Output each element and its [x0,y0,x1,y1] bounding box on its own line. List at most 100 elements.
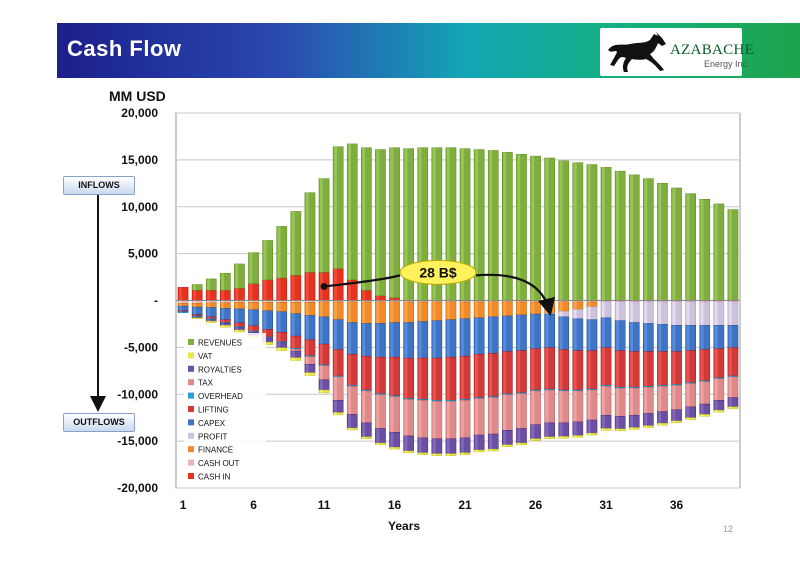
bar-highlight [277,332,281,342]
bar-highlight [475,300,478,302]
bar-revenues [304,192,316,273]
bar-highlight [305,364,309,373]
bar-highlight [235,330,239,332]
bar-highlight [291,211,295,276]
bar-highlight [207,302,211,308]
bar-vat [459,452,471,455]
bar-highlight [531,300,535,302]
legend-swatch [188,446,194,453]
bar-highlight [489,397,493,435]
bar-highlight [503,393,507,395]
bar-highlight [348,428,352,430]
bar-highlight [714,400,718,411]
bar-vat [530,438,541,441]
bar-revenues [262,240,273,281]
bar-vat [643,425,654,428]
bar-highlight [686,301,690,326]
x-tick-label: 36 [670,498,684,512]
bar-highlight [418,321,422,359]
bar-highlight [390,297,394,301]
bar-revenues [361,147,372,291]
bar-highlight [334,349,337,376]
legend-swatch [188,365,194,372]
bar-highlight [714,410,718,413]
bar-highlight [277,300,281,303]
bar-highlight [235,288,239,301]
bar-highlight [517,392,521,394]
bar-highlight [277,341,281,343]
bar-highlight [193,284,196,291]
bar-highlight [686,382,690,384]
bar-highlight [291,336,295,349]
bar-highlight [432,401,436,439]
bar-highlight [489,434,493,450]
bar-highlight [390,395,394,397]
bar-highlight [207,318,211,320]
bar-highlight [319,364,323,366]
bar-highlight [446,301,450,320]
legend-label: ROYALTIES [198,365,242,374]
bar-highlight [475,354,478,398]
bar-highlight [221,323,225,326]
bar-revenues [332,146,344,269]
bar-highlight [489,396,493,398]
bar-highlight [348,300,352,302]
x-tick-label: 21 [458,498,472,512]
bar-highlight [249,283,253,301]
bar-highlight [559,316,563,350]
bar-highlight [404,300,408,302]
bar-highlight [263,310,267,330]
bar-highlight [686,383,690,407]
bar-highlight [432,400,436,402]
bar-highlight [418,147,422,301]
bar-highlight [319,300,323,302]
bar-highlight [672,301,676,326]
bar-highlight [362,301,366,324]
bar-highlight [446,300,450,302]
bar-highlight [475,435,478,451]
bar-highlight [390,432,394,448]
bar-highlight [291,357,295,361]
bar-highlight [517,301,521,316]
y-axis-label: MM USD [109,88,166,104]
bar-highlight [531,390,535,425]
bar-highlight [291,349,295,352]
bar-highlight [178,311,182,313]
bar-highlight [672,188,676,301]
y-tick-label: -20,000 [117,481,158,495]
bar-highlight [432,453,436,456]
bar-highlight [658,423,662,426]
bar-highlight [404,435,408,451]
bar-highlight [235,302,239,309]
bar-highlight [587,319,591,351]
legend-swatch [188,406,194,412]
bar-revenues [220,273,231,291]
bar-highlight [616,301,619,321]
legend-swatch [188,432,194,439]
legend-swatch [188,473,194,479]
bar-highlight [573,309,577,319]
bar-highlight [630,415,634,428]
bar-highlight [672,300,676,302]
bar-highlight [686,417,690,420]
bar-highlight [573,318,577,351]
bar-highlight [616,387,619,389]
bar-highlight [348,279,352,301]
bar-highlight [672,409,676,421]
bar-highlight [489,301,493,317]
bar-highlight [207,316,211,319]
bar-highlight [193,314,196,316]
bar-highlight [616,416,619,429]
bar-overhead [177,311,189,313]
bar-highlight [221,319,225,323]
bar-highlight [348,322,352,355]
bar-highlight [376,149,380,296]
page-number: 12 [723,524,734,534]
bar-vat [403,450,414,454]
bar-highlight [531,438,535,441]
bar-highlight [305,339,309,356]
bar-highlight [291,348,295,350]
bar-highlight [305,315,309,340]
bar-vat [657,423,668,426]
bar-highlight [658,324,662,352]
